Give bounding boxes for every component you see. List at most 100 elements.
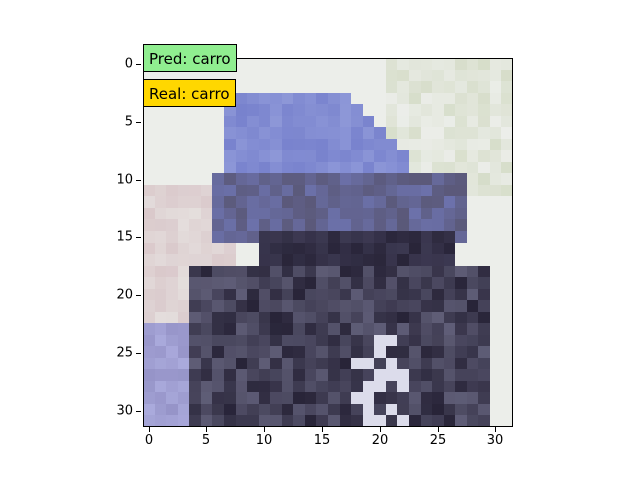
pixel xyxy=(223,230,236,243)
pixel xyxy=(235,357,248,370)
pixel xyxy=(397,219,409,231)
pixel xyxy=(385,242,398,255)
pixel xyxy=(143,69,155,82)
pixel xyxy=(223,277,236,289)
y-tick-label: 10 xyxy=(116,172,133,188)
pixel xyxy=(385,254,398,266)
pixel xyxy=(189,230,201,243)
pixel xyxy=(501,254,513,266)
pixel xyxy=(189,150,201,162)
pixel xyxy=(420,58,433,70)
pixel xyxy=(501,334,513,347)
pixel xyxy=(328,104,340,116)
pixel xyxy=(374,254,386,266)
pixel xyxy=(455,265,467,278)
pixel xyxy=(489,323,502,335)
pixel xyxy=(443,173,456,185)
pixel xyxy=(316,380,328,393)
pixel xyxy=(420,346,433,358)
pixel xyxy=(362,104,375,116)
pixel xyxy=(223,69,236,82)
y-tick xyxy=(136,411,141,412)
pixel xyxy=(177,138,190,151)
pixel xyxy=(281,150,294,162)
pixel xyxy=(455,357,467,370)
pixel xyxy=(293,415,305,427)
pixel xyxy=(304,173,317,185)
pixel xyxy=(489,115,502,128)
pixel xyxy=(385,265,398,278)
pixel xyxy=(478,219,490,231)
pixel xyxy=(489,277,502,289)
pixel xyxy=(293,403,305,416)
pixel xyxy=(235,311,248,324)
pixel xyxy=(432,196,444,208)
pixel xyxy=(189,138,201,151)
pixel xyxy=(293,311,305,324)
pixel xyxy=(247,300,259,312)
pixel xyxy=(408,207,421,220)
pixel xyxy=(351,219,363,231)
pixel xyxy=(455,242,467,255)
pixel xyxy=(258,323,271,335)
pixel xyxy=(200,254,213,266)
pixel xyxy=(443,230,456,243)
pixel xyxy=(397,115,409,128)
pixel xyxy=(420,323,433,335)
pixel xyxy=(316,311,328,324)
pixel xyxy=(200,380,213,393)
pixel xyxy=(177,369,190,381)
pixel xyxy=(478,242,490,255)
pixel xyxy=(200,300,213,312)
pixel xyxy=(212,104,224,116)
pixel xyxy=(351,311,363,324)
pixel xyxy=(235,92,248,105)
pixel xyxy=(281,230,294,243)
pixel xyxy=(478,81,490,93)
pixel xyxy=(189,115,201,128)
pixel xyxy=(374,265,386,278)
pixel xyxy=(397,403,409,416)
pixel xyxy=(385,184,398,197)
pixel xyxy=(466,403,479,416)
x-tick xyxy=(438,427,439,432)
pixel xyxy=(177,415,190,427)
pixel xyxy=(247,311,259,324)
x-tick-label: 20 xyxy=(371,433,389,448)
pixel-image xyxy=(143,58,513,427)
y-tick xyxy=(136,295,141,296)
pixel xyxy=(362,242,375,255)
pixel xyxy=(385,230,398,243)
pixel xyxy=(432,242,444,255)
pixel xyxy=(478,92,490,105)
pixel xyxy=(154,127,167,139)
pixel xyxy=(316,104,328,116)
pixel xyxy=(501,311,513,324)
pixel xyxy=(293,138,305,151)
pixel xyxy=(408,392,421,404)
pixel xyxy=(258,277,271,289)
pixel xyxy=(154,254,167,266)
pixel xyxy=(328,81,340,93)
pixel xyxy=(328,380,340,393)
pixel xyxy=(489,392,502,404)
pixel xyxy=(166,346,178,358)
pixel xyxy=(316,403,328,416)
pixel xyxy=(154,323,167,335)
pixel xyxy=(281,196,294,208)
pixel xyxy=(385,277,398,289)
pixel xyxy=(212,242,224,255)
pixel xyxy=(189,207,201,220)
pixel xyxy=(362,403,375,416)
pixel xyxy=(466,104,479,116)
pixel xyxy=(258,207,271,220)
pixel xyxy=(258,357,271,370)
pixel xyxy=(443,357,456,370)
pixel xyxy=(420,277,433,289)
pixel xyxy=(304,81,317,93)
pixel xyxy=(200,150,213,162)
pixel xyxy=(166,115,178,128)
pixel xyxy=(304,219,317,231)
pixel xyxy=(501,115,513,128)
pixel xyxy=(328,92,340,105)
